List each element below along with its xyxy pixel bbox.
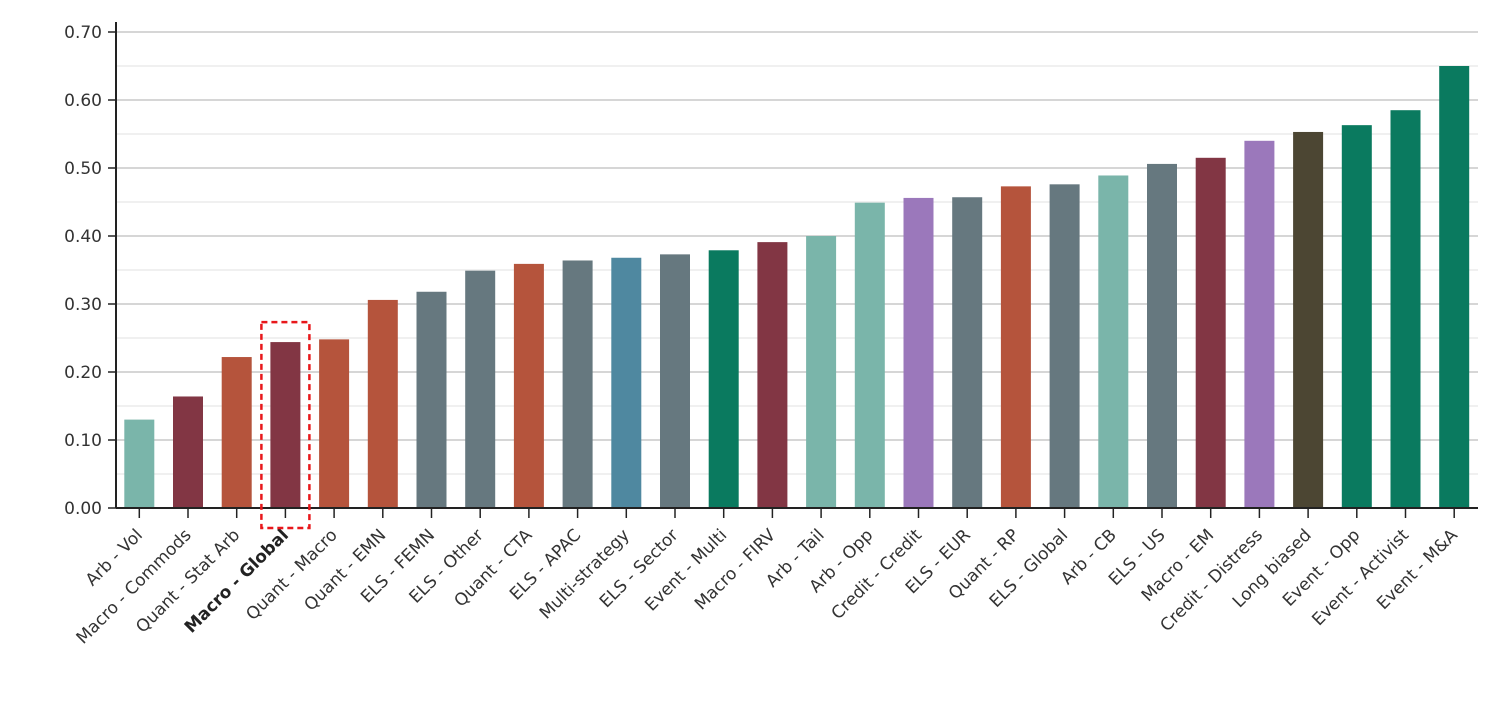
- highlight-box: [260, 320, 311, 530]
- bar: [611, 257, 642, 508]
- bar: [952, 197, 983, 509]
- bar: [903, 197, 934, 509]
- bar: [173, 396, 203, 508]
- bar: [124, 419, 155, 508]
- bar: [1195, 157, 1226, 509]
- bar: [806, 236, 837, 508]
- bar: [1000, 186, 1031, 509]
- bar: [1293, 131, 1324, 508]
- bar: [416, 291, 447, 508]
- y-tick-label: 0.50: [64, 159, 102, 179]
- bar: [1244, 140, 1275, 509]
- y-tick-label: 0.10: [64, 431, 102, 451]
- y-tick-label: 0.70: [64, 23, 102, 43]
- bar: [757, 242, 788, 508]
- bar: [221, 357, 252, 508]
- y-tick-label: 0.40: [64, 227, 102, 247]
- bar: [1341, 125, 1372, 508]
- y-tick-label: 0.20: [64, 363, 102, 383]
- axes: [115, 22, 1478, 509]
- gridlines: [116, 31, 1478, 475]
- bar: [854, 202, 885, 508]
- bar: [367, 299, 398, 508]
- bar: [1147, 163, 1177, 509]
- y-tick-labels: 0.00 0.10 0.20 0.30 0.40 0.50 0.60 0.70: [64, 23, 116, 519]
- bars: [124, 66, 1470, 509]
- bar: [708, 250, 739, 508]
- bar: [465, 270, 496, 508]
- x-tick-marks: [138, 508, 1455, 518]
- bar: [1049, 184, 1080, 508]
- bar: [513, 263, 544, 508]
- bar: [319, 339, 350, 508]
- y-tick-label: 0.00: [64, 499, 102, 519]
- bar: [1098, 175, 1129, 509]
- bar: [1390, 110, 1421, 508]
- y-tick-label: 0.30: [64, 295, 102, 315]
- bar: [1439, 66, 1470, 508]
- bar: [562, 260, 593, 508]
- y-tick-label: 0.60: [64, 91, 102, 111]
- bar: [270, 342, 301, 508]
- bar: [660, 254, 690, 508]
